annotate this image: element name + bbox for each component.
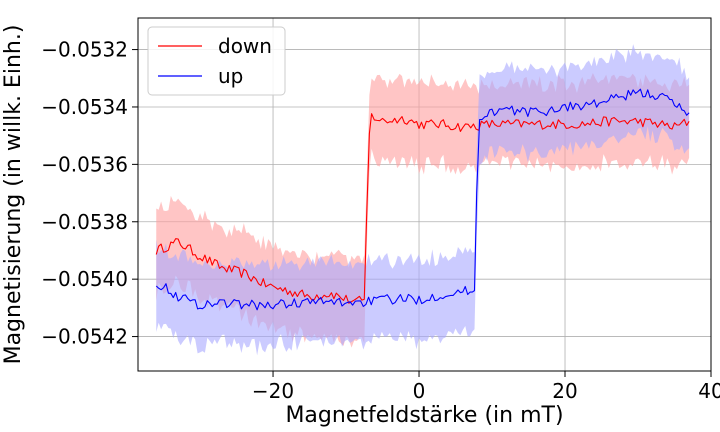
series-lines — [155, 88, 690, 311]
legend-box — [147, 26, 286, 96]
x-tick-label: −20 — [252, 379, 294, 403]
legend-label-down: down — [218, 34, 272, 58]
series-line-down — [155, 113, 690, 304]
y-tick-label: −0.0542 — [41, 325, 128, 349]
x-axis-label: Magnetfeldstärke (in mT) — [285, 403, 563, 428]
x-tick-label: 0 — [413, 379, 426, 403]
plot-frame — [137, 17, 712, 372]
x-tick-label: 40 — [698, 379, 720, 403]
legend-label-up: up — [218, 64, 243, 88]
y-tick-label: −0.0536 — [41, 152, 128, 176]
y-axis-ticks: −0.0542 −0.0540 −0.0538 −0.0536 −0.0534 −0.05… — [41, 38, 138, 349]
x-tick-label: 20 — [552, 379, 577, 403]
legend: down up — [147, 26, 286, 96]
y-tick-label: −0.0540 — [41, 267, 128, 291]
uncertainty-bands — [156, 44, 690, 356]
x-axis-ticks: −20 0 20 40 — [252, 371, 720, 403]
series-line-up — [155, 88, 690, 311]
y-axis-label: Magnetisierung (in willk. Einh.) — [1, 25, 26, 365]
band-up — [156, 44, 690, 356]
y-tick-label: −0.0534 — [41, 95, 128, 119]
y-tick-label: −0.0532 — [41, 38, 128, 62]
y-tick-label: −0.0538 — [41, 210, 128, 234]
